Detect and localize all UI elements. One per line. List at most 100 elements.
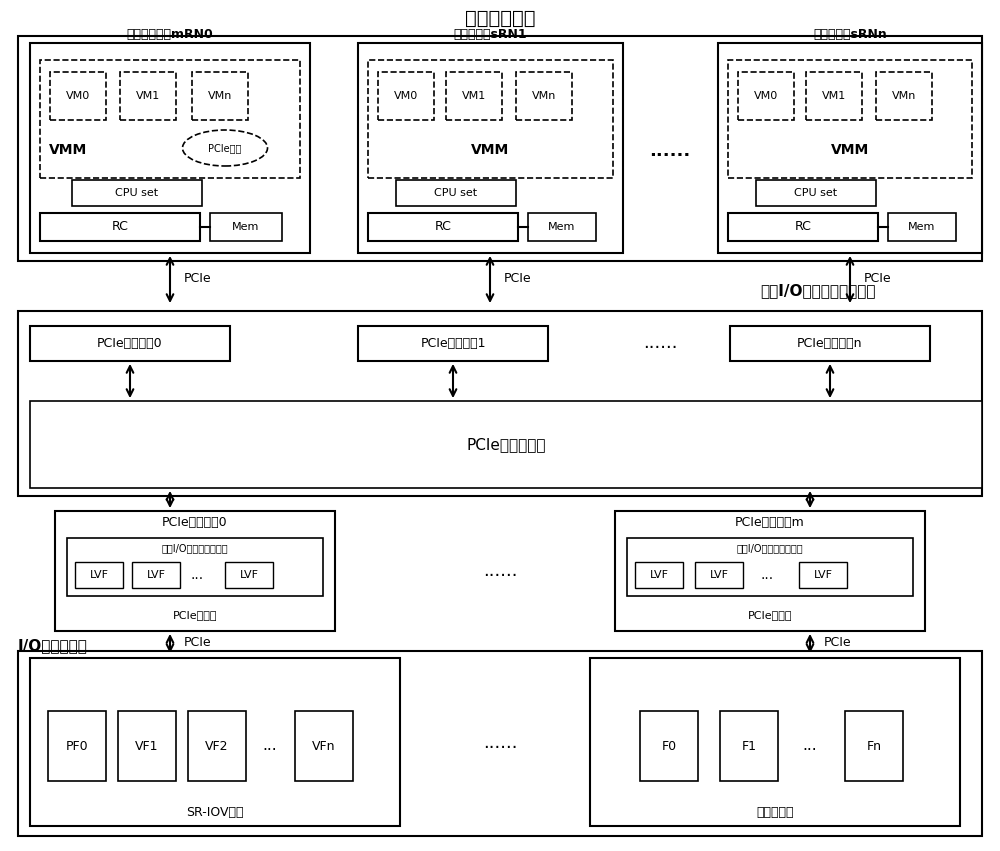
Bar [192,72,248,120]
Text: PCIe多根交换机: PCIe多根交换机 [466,437,546,452]
Text: LVF: LVF [650,570,668,580]
Text: VM1: VM1 [136,91,160,101]
Bar [718,43,982,253]
Text: 直接I/O虚拟化接口设备: 直接I/O虚拟化接口设备 [737,543,803,553]
Bar [18,311,982,496]
Bar [695,562,743,588]
Bar [72,180,202,206]
Text: PCIe下游端口0: PCIe下游端口0 [162,517,228,529]
Text: VMn: VMn [532,91,556,101]
Text: PCIe: PCIe [864,272,892,285]
Text: PCIe: PCIe [184,637,212,649]
Bar [40,60,300,178]
Bar [720,711,778,781]
Text: 从属根节点sRNn: 从属根节点sRNn [813,28,887,42]
Bar [730,326,930,361]
Text: CPU set: CPU set [434,188,478,198]
Text: I/O设备子系统: I/O设备子系统 [18,638,88,654]
Bar [378,72,434,120]
Text: PCIe上游端口1: PCIe上游端口1 [420,337,486,350]
Bar [446,72,502,120]
Bar [118,711,176,781]
Text: PCIe: PCIe [504,272,532,285]
Bar [888,213,956,241]
Bar [756,180,876,206]
Text: PCIe管理: PCIe管理 [208,143,242,153]
Text: VMM: VMM [471,143,510,157]
Text: ...: ... [263,739,277,753]
Text: CPU set: CPU set [115,188,159,198]
Text: 直接I/O虚拟化接口设备: 直接I/O虚拟化接口设备 [162,543,228,553]
Text: RC: RC [112,220,128,233]
Text: Mem: Mem [548,222,576,232]
Text: VM0: VM0 [754,91,778,101]
Text: RC: RC [435,220,451,233]
Text: ...: ... [760,568,774,582]
Text: ...: ... [803,739,817,753]
Text: F1: F1 [742,740,757,752]
Text: VMM: VMM [49,143,87,157]
Bar [50,72,106,120]
Text: LVF: LVF [146,570,166,580]
Text: 多根I/O虚拟化共享控制器: 多根I/O虚拟化共享控制器 [760,283,876,299]
Text: Mem: Mem [232,222,260,232]
Bar [18,36,982,261]
Text: VM1: VM1 [822,91,846,101]
Ellipse shape [182,130,268,166]
Bar [799,562,847,588]
Text: VF2: VF2 [205,740,229,752]
Bar [120,72,176,120]
Text: LVF: LVF [90,570,108,580]
Text: LVF: LVF [814,570,832,580]
Text: 多功能设备: 多功能设备 [756,806,794,819]
Bar [368,60,613,178]
Text: VFn: VFn [312,740,336,752]
Text: PCIe控制器: PCIe控制器 [748,610,792,620]
Bar [627,538,913,596]
Text: VM0: VM0 [66,91,90,101]
Text: PF0: PF0 [66,740,88,752]
Bar [188,711,246,781]
Text: PCIe下游端口m: PCIe下游端口m [735,517,805,529]
Bar [67,538,323,596]
Text: ......: ...... [643,334,677,352]
Bar [358,43,623,253]
Bar [806,72,862,120]
Bar [132,562,180,588]
Bar [615,511,925,631]
Text: PCIe: PCIe [184,272,212,285]
Text: 从属根节点sRN1: 从属根节点sRN1 [454,28,527,42]
Text: PCIe上游端口0: PCIe上游端口0 [97,337,163,350]
Bar [738,72,794,120]
Text: VF1: VF1 [135,740,159,752]
Bar [528,213,596,241]
Bar [30,43,310,253]
Text: CPU set: CPU set [794,188,838,198]
Bar [30,658,400,826]
Text: Mem: Mem [908,222,936,232]
Text: SR-IOV设备: SR-IOV设备 [186,806,244,819]
Text: VMM: VMM [831,143,869,157]
Text: ......: ...... [483,734,517,752]
Text: VMn: VMn [892,91,916,101]
Bar [635,562,683,588]
Text: Fn: Fn [866,740,882,752]
Bar [368,213,518,241]
Text: RC: RC [795,220,811,233]
Bar [516,72,572,120]
Text: ......: ...... [483,562,517,580]
Bar [640,711,698,781]
Bar [876,72,932,120]
Bar [728,213,878,241]
Bar [75,562,123,588]
Bar [845,711,903,781]
Text: LVF: LVF [240,570,258,580]
Bar [55,511,335,631]
Text: VMn: VMn [208,91,232,101]
Text: PCIe控制器: PCIe控制器 [173,610,217,620]
Text: VM0: VM0 [394,91,418,101]
Bar [48,711,106,781]
Bar [590,658,960,826]
Text: ...: ... [190,568,204,582]
Bar [210,213,282,241]
